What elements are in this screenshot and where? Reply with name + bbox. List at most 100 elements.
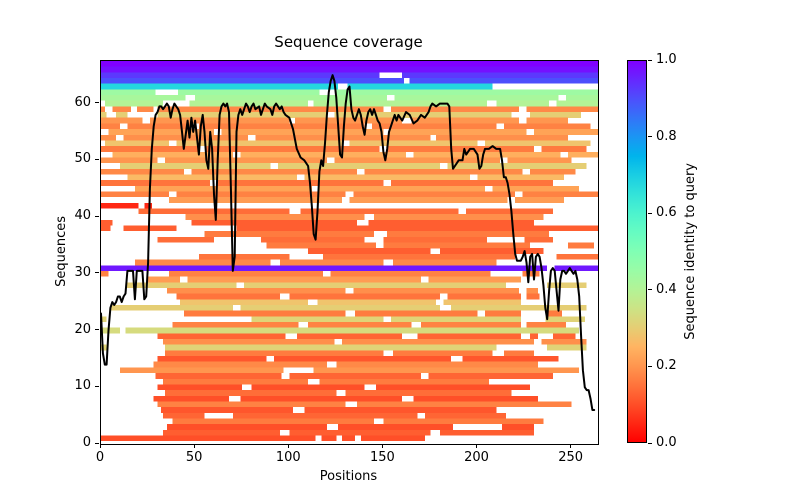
colorbar-tick-label: 1.0 xyxy=(656,52,677,67)
y-tick-label: 30 xyxy=(74,264,91,280)
msa-row-segment xyxy=(266,242,376,249)
msa-row-segment xyxy=(101,146,199,152)
msa-row-segment xyxy=(526,322,566,328)
y-tick-mark xyxy=(95,158,99,160)
msa-row-segment xyxy=(353,287,519,294)
x-tick-mark xyxy=(193,444,195,448)
msa-row-segment xyxy=(368,219,534,226)
msa-row-segment xyxy=(148,276,181,283)
msa-row-segment xyxy=(439,429,534,436)
msa-row-segment xyxy=(187,276,422,283)
msa-row-segment xyxy=(112,106,132,113)
msa-row-segment xyxy=(485,140,591,147)
msa-row-segment xyxy=(144,202,152,209)
msa-row-segment xyxy=(547,344,587,351)
msa-row-segment xyxy=(101,112,107,118)
colorbar-label: Sequence identity to query xyxy=(681,60,699,443)
msa-row-segment xyxy=(492,185,580,192)
msa-row-segment xyxy=(392,259,497,266)
msa-row-segment xyxy=(101,72,380,79)
msa-row-segment xyxy=(165,157,327,164)
msa-row-segment xyxy=(101,106,105,113)
msa-row-segment xyxy=(157,401,346,408)
msa-row-segment xyxy=(507,157,572,164)
msa-row-segment xyxy=(101,61,598,67)
msa-row-segment xyxy=(439,248,544,254)
msa-row-segment xyxy=(319,378,489,385)
msa-row-segment xyxy=(417,333,521,340)
msa-row-segment xyxy=(163,412,205,419)
msa-row-segment xyxy=(545,316,585,323)
msa-row-segment xyxy=(119,163,271,169)
x-tick-label: 250 xyxy=(558,450,584,465)
colorbar-tick-label: 0.8 xyxy=(656,128,677,144)
msa-row-segment xyxy=(390,316,521,323)
msa-row-segment xyxy=(163,339,335,345)
msa-row-segment xyxy=(541,339,587,345)
msa-row-segment xyxy=(172,322,299,328)
msa-row-segment xyxy=(556,100,598,107)
colorbar-tick-mark xyxy=(648,289,652,291)
msa-row-segment xyxy=(390,180,553,186)
msa-row-segment xyxy=(101,123,120,130)
msa-row-segment xyxy=(104,140,169,147)
msa-row-segment xyxy=(155,373,282,379)
colorbar-label-text: Sequence identity to query xyxy=(682,163,698,340)
msa-row-segment xyxy=(526,293,540,300)
msa-row-segment xyxy=(274,356,452,362)
msa-row-segment xyxy=(168,270,324,277)
msa-row-segment xyxy=(261,236,365,243)
msa-row-segment xyxy=(530,333,538,340)
x-tick-mark xyxy=(287,444,289,448)
msa-row-segment xyxy=(134,185,312,192)
msa-row-segment xyxy=(195,95,388,101)
msa-row-segment xyxy=(485,310,521,317)
msa-row-segment xyxy=(108,129,214,135)
msa-row-segment xyxy=(198,253,290,260)
msa-row-segment xyxy=(101,219,113,226)
msa-row-segment xyxy=(294,117,403,124)
msa-row-segment xyxy=(447,163,587,169)
msa-row-segment xyxy=(413,151,561,158)
colorbar-tick-mark xyxy=(648,212,652,214)
msa-row-segment xyxy=(189,100,309,107)
msa-row-segment xyxy=(206,146,380,152)
msa-row-segment xyxy=(389,129,527,135)
colorbar-tick-label: 0.4 xyxy=(656,281,677,297)
msa-row-segment xyxy=(334,157,501,164)
msa-row-segment xyxy=(313,100,487,107)
msa-row-segment xyxy=(165,390,337,396)
msa-row-segment xyxy=(157,356,267,362)
msa-row-segment xyxy=(308,248,431,254)
msa-row-segment xyxy=(567,151,598,158)
msa-row-segment xyxy=(466,208,553,215)
msa-row-segment xyxy=(101,134,117,141)
msa-row-segment xyxy=(289,429,431,436)
msa-row-segment xyxy=(308,322,412,328)
msa-row-segment xyxy=(125,282,237,288)
x-tick-mark xyxy=(476,444,477,448)
msa-row-segment xyxy=(123,225,177,232)
msa-row-segment xyxy=(341,339,534,345)
msa-row-segment xyxy=(524,236,553,243)
x-tick-label: 200 xyxy=(464,450,489,465)
msa-row-segment xyxy=(161,407,294,413)
msa-row-segment xyxy=(296,333,403,340)
msa-row-segment xyxy=(428,276,521,283)
msa-row-segment xyxy=(501,424,534,430)
msa-row-segment xyxy=(244,282,506,288)
x-tick-mark xyxy=(99,444,101,448)
msa-row-segment xyxy=(176,140,342,147)
msa-row-segment xyxy=(101,202,139,209)
msa-row-segment xyxy=(300,208,459,215)
msa-row-segment xyxy=(383,236,487,243)
msa-row-segment xyxy=(251,316,384,323)
msa-row-segment xyxy=(101,157,158,164)
msa-row-segment xyxy=(347,83,493,90)
msa-row-segment xyxy=(166,287,346,294)
msa-row-segment xyxy=(204,231,374,237)
msa-plot-svg xyxy=(101,61,598,442)
colorbar-tick-mark xyxy=(648,442,652,444)
msa-row-segment xyxy=(319,185,486,192)
msa-row-segment xyxy=(157,333,286,340)
